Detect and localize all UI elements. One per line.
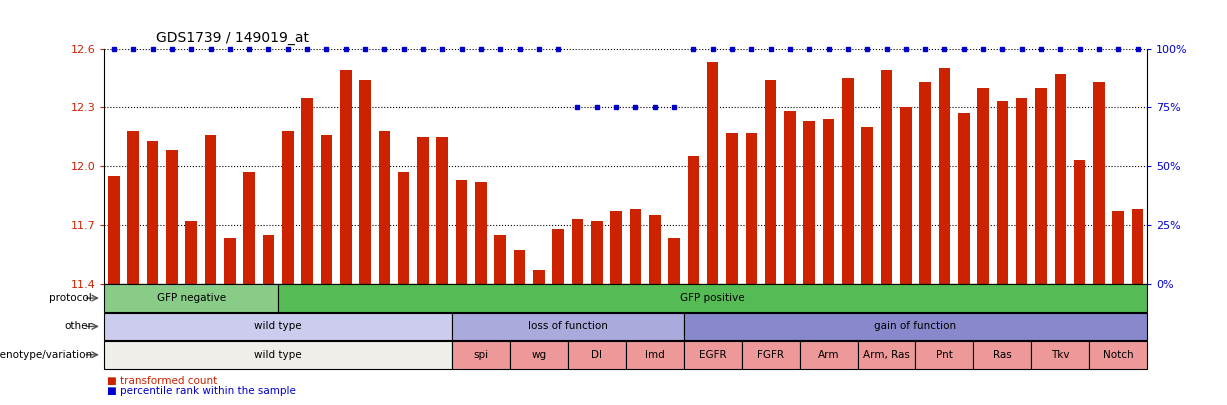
Bar bbox=[320, 135, 333, 284]
Bar bbox=[452, 313, 683, 340]
Text: EGFR: EGFR bbox=[699, 350, 726, 360]
Bar bbox=[475, 182, 487, 284]
Bar bbox=[842, 78, 854, 283]
Bar bbox=[804, 121, 815, 284]
Bar bbox=[746, 133, 757, 284]
Bar bbox=[915, 341, 973, 369]
Bar bbox=[973, 341, 1032, 369]
Text: Dl: Dl bbox=[591, 350, 602, 360]
Bar bbox=[128, 131, 139, 284]
Bar bbox=[379, 131, 390, 284]
Text: protocol: protocol bbox=[49, 293, 92, 303]
Bar bbox=[279, 284, 1147, 312]
Bar bbox=[610, 211, 622, 284]
Text: Notch: Notch bbox=[1103, 350, 1134, 360]
Bar bbox=[225, 239, 236, 284]
Text: wild type: wild type bbox=[254, 350, 302, 360]
Text: wg: wg bbox=[531, 350, 546, 360]
Bar bbox=[1016, 98, 1027, 284]
Bar bbox=[1093, 82, 1104, 284]
Bar bbox=[243, 172, 255, 284]
Bar bbox=[1032, 341, 1090, 369]
Bar bbox=[901, 107, 912, 284]
Bar bbox=[996, 101, 1009, 284]
Bar bbox=[166, 150, 178, 284]
Bar bbox=[977, 88, 989, 284]
Text: FGFR: FGFR bbox=[757, 350, 784, 360]
Bar bbox=[1131, 209, 1144, 284]
Bar bbox=[282, 131, 293, 284]
Text: Ras: Ras bbox=[993, 350, 1012, 360]
Bar bbox=[939, 68, 950, 284]
Bar bbox=[1113, 211, 1124, 284]
Bar bbox=[858, 341, 915, 369]
Text: Imd: Imd bbox=[645, 350, 665, 360]
Bar bbox=[591, 221, 602, 284]
Text: wild type: wild type bbox=[254, 322, 302, 331]
Bar bbox=[669, 239, 680, 284]
Bar bbox=[417, 136, 428, 284]
Bar bbox=[707, 62, 719, 283]
Bar bbox=[437, 136, 448, 284]
Bar bbox=[626, 341, 683, 369]
Bar bbox=[726, 133, 737, 284]
Bar bbox=[263, 234, 275, 284]
Bar bbox=[455, 180, 467, 284]
Bar bbox=[398, 172, 410, 284]
Bar bbox=[568, 341, 626, 369]
Text: GDS1739 / 149019_at: GDS1739 / 149019_at bbox=[157, 31, 309, 45]
Bar bbox=[1074, 160, 1086, 284]
Bar bbox=[514, 250, 525, 284]
Bar bbox=[302, 98, 313, 284]
Bar bbox=[741, 341, 800, 369]
Bar bbox=[510, 341, 568, 369]
Bar bbox=[1036, 88, 1047, 284]
Text: Arm, Ras: Arm, Ras bbox=[863, 350, 910, 360]
Bar bbox=[104, 341, 452, 369]
Bar bbox=[104, 284, 279, 312]
Bar bbox=[533, 270, 545, 284]
Bar bbox=[649, 215, 660, 284]
Text: spi: spi bbox=[474, 350, 488, 360]
Text: ■ percentile rank within the sample: ■ percentile rank within the sample bbox=[107, 386, 296, 396]
Text: GFP negative: GFP negative bbox=[157, 293, 226, 303]
Text: gain of function: gain of function bbox=[875, 322, 957, 331]
Bar bbox=[185, 221, 198, 284]
Bar bbox=[683, 341, 741, 369]
Bar bbox=[881, 70, 892, 284]
Text: genotype/variation: genotype/variation bbox=[0, 350, 92, 360]
Bar bbox=[340, 70, 351, 284]
Bar bbox=[452, 341, 510, 369]
Bar bbox=[205, 135, 216, 284]
Text: ■ transformed count: ■ transformed count bbox=[107, 376, 217, 386]
Bar bbox=[823, 119, 834, 284]
Bar bbox=[958, 113, 969, 284]
Text: GFP positive: GFP positive bbox=[680, 293, 745, 303]
Bar bbox=[784, 111, 796, 284]
Text: Arm: Arm bbox=[818, 350, 839, 360]
Bar bbox=[147, 141, 158, 284]
Bar bbox=[800, 341, 858, 369]
Bar bbox=[104, 313, 452, 340]
Text: other: other bbox=[64, 322, 92, 331]
Bar bbox=[108, 176, 120, 284]
Bar bbox=[494, 234, 506, 284]
Text: Tkv: Tkv bbox=[1052, 350, 1070, 360]
Bar bbox=[1090, 341, 1147, 369]
Text: loss of function: loss of function bbox=[528, 322, 607, 331]
Bar bbox=[572, 219, 583, 284]
Text: Pnt: Pnt bbox=[936, 350, 953, 360]
Bar bbox=[360, 80, 371, 283]
Bar bbox=[764, 80, 777, 283]
Bar bbox=[861, 127, 872, 284]
Bar bbox=[629, 209, 642, 284]
Bar bbox=[919, 82, 931, 284]
Bar bbox=[1054, 74, 1066, 283]
Bar bbox=[687, 156, 699, 284]
Bar bbox=[552, 229, 564, 284]
Bar bbox=[683, 313, 1147, 340]
